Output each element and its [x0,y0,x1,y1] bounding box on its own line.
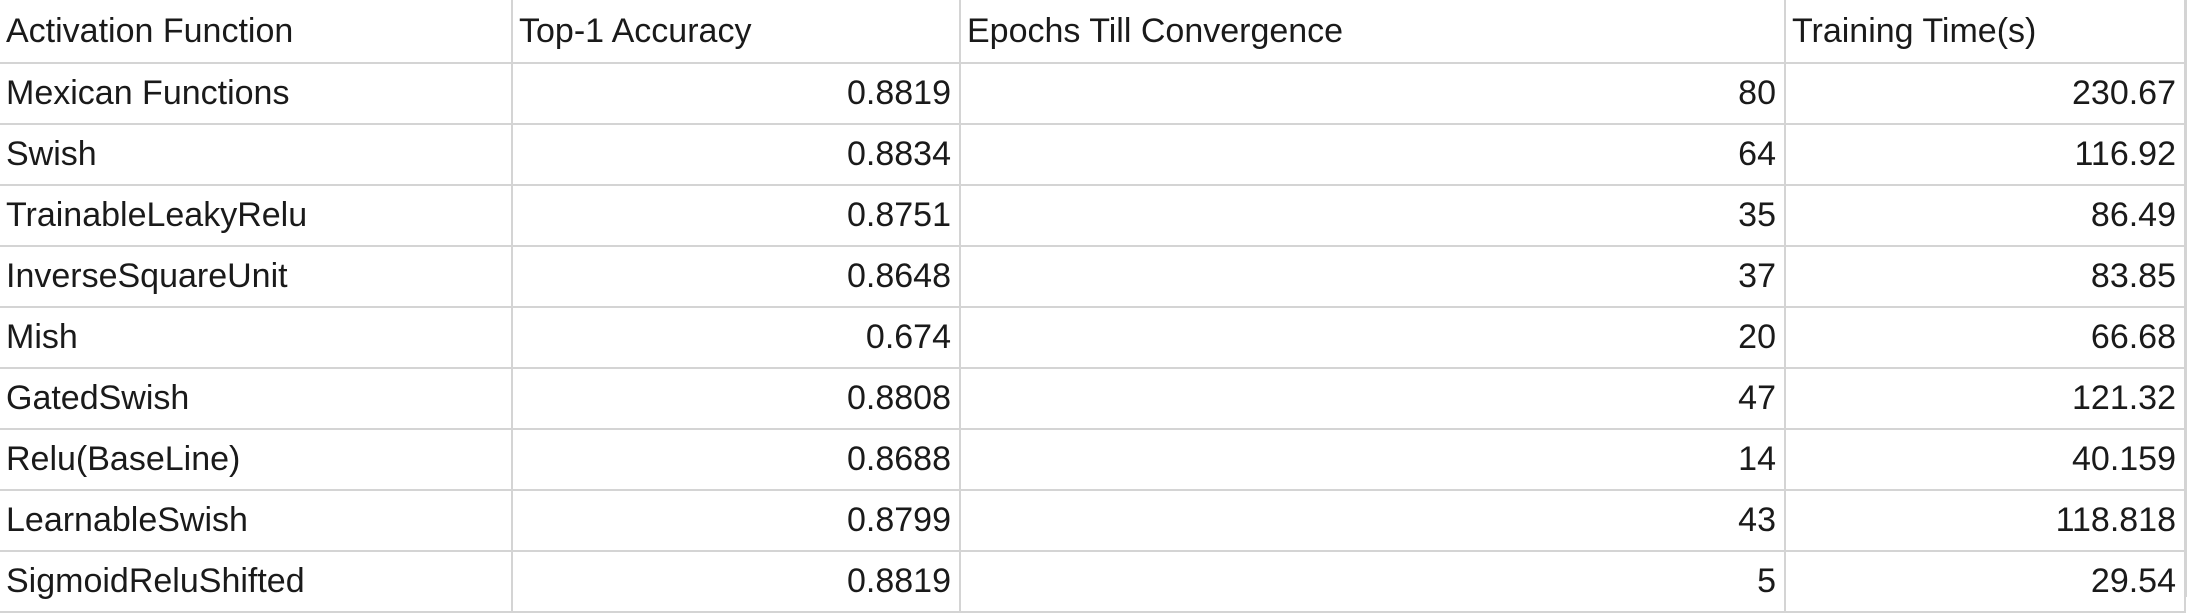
cell-training-time[interactable]: 83.85 [1785,246,2186,308]
cell-activation-function[interactable]: LearnableSwish [0,490,513,552]
cell-activation-function[interactable]: Mish [0,307,513,369]
cell-top1-accuracy[interactable]: 0.674 [512,307,961,369]
cell-activation-function[interactable]: Swish [0,124,513,186]
cell-activation-function[interactable]: SigmoidReluShifted [0,551,513,613]
cell-epochs[interactable]: 80 [960,63,1786,125]
cell-top1-accuracy[interactable]: 0.8688 [512,429,961,491]
table-row: TrainableLeakyRelu 0.8751 35 86.49 [0,185,2186,247]
cell-top1-accuracy[interactable]: 0.8819 [512,551,961,613]
cell-activation-function[interactable]: InverseSquareUnit [0,246,513,308]
cell-activation-function[interactable]: Relu(BaseLine) [0,429,513,491]
cell-activation-function[interactable]: GatedSwish [0,368,513,430]
cell-training-time[interactable]: 230.67 [1785,63,2186,125]
header-cell-activation-function[interactable]: Activation Function [0,0,513,64]
table-row: SigmoidReluShifted 0.8819 5 29.54 [0,551,2186,613]
header-row: Activation Function Top-1 Accuracy Epoch… [0,0,2186,64]
cell-activation-function[interactable]: Mexican Functions [0,63,513,125]
table-row: Relu(BaseLine) 0.8688 14 40.159 [0,429,2186,491]
cell-training-time[interactable]: 118.818 [1785,490,2186,552]
table-row: Mexican Functions 0.8819 80 230.67 [0,63,2186,125]
header-cell-top1-accuracy[interactable]: Top-1 Accuracy [512,0,961,64]
cell-training-time[interactable]: 121.32 [1785,368,2186,430]
sheet-edge [2185,0,2194,597]
cell-epochs[interactable]: 43 [960,490,1786,552]
table-row: Mish 0.674 20 66.68 [0,307,2186,369]
cell-training-time[interactable]: 116.92 [1785,124,2186,186]
cell-training-time[interactable]: 29.54 [1785,551,2186,613]
cell-epochs[interactable]: 64 [960,124,1786,186]
cell-epochs[interactable]: 47 [960,368,1786,430]
cell-top1-accuracy[interactable]: 0.8808 [512,368,961,430]
cell-top1-accuracy[interactable]: 0.8819 [512,63,961,125]
cell-top1-accuracy[interactable]: 0.8751 [512,185,961,247]
cell-epochs[interactable]: 5 [960,551,1786,613]
cell-top1-accuracy[interactable]: 0.8799 [512,490,961,552]
header-cell-epochs[interactable]: Epochs Till Convergence [960,0,1786,64]
table-row: InverseSquareUnit 0.8648 37 83.85 [0,246,2186,308]
cell-epochs[interactable]: 35 [960,185,1786,247]
cell-top1-accuracy[interactable]: 0.8648 [512,246,961,308]
cell-epochs[interactable]: 37 [960,246,1786,308]
table-row: Swish 0.8834 64 116.92 [0,124,2186,186]
cell-activation-function[interactable]: TrainableLeakyRelu [0,185,513,247]
cell-training-time[interactable]: 86.49 [1785,185,2186,247]
table-row: LearnableSwish 0.8799 43 118.818 [0,490,2186,552]
table-row: GatedSwish 0.8808 47 121.32 [0,368,2186,430]
cell-training-time[interactable]: 66.68 [1785,307,2186,369]
header-cell-training-time[interactable]: Training Time(s) [1785,0,2186,64]
cell-training-time[interactable]: 40.159 [1785,429,2186,491]
cell-epochs[interactable]: 14 [960,429,1786,491]
cell-top1-accuracy[interactable]: 0.8834 [512,124,961,186]
cell-epochs[interactable]: 20 [960,307,1786,369]
